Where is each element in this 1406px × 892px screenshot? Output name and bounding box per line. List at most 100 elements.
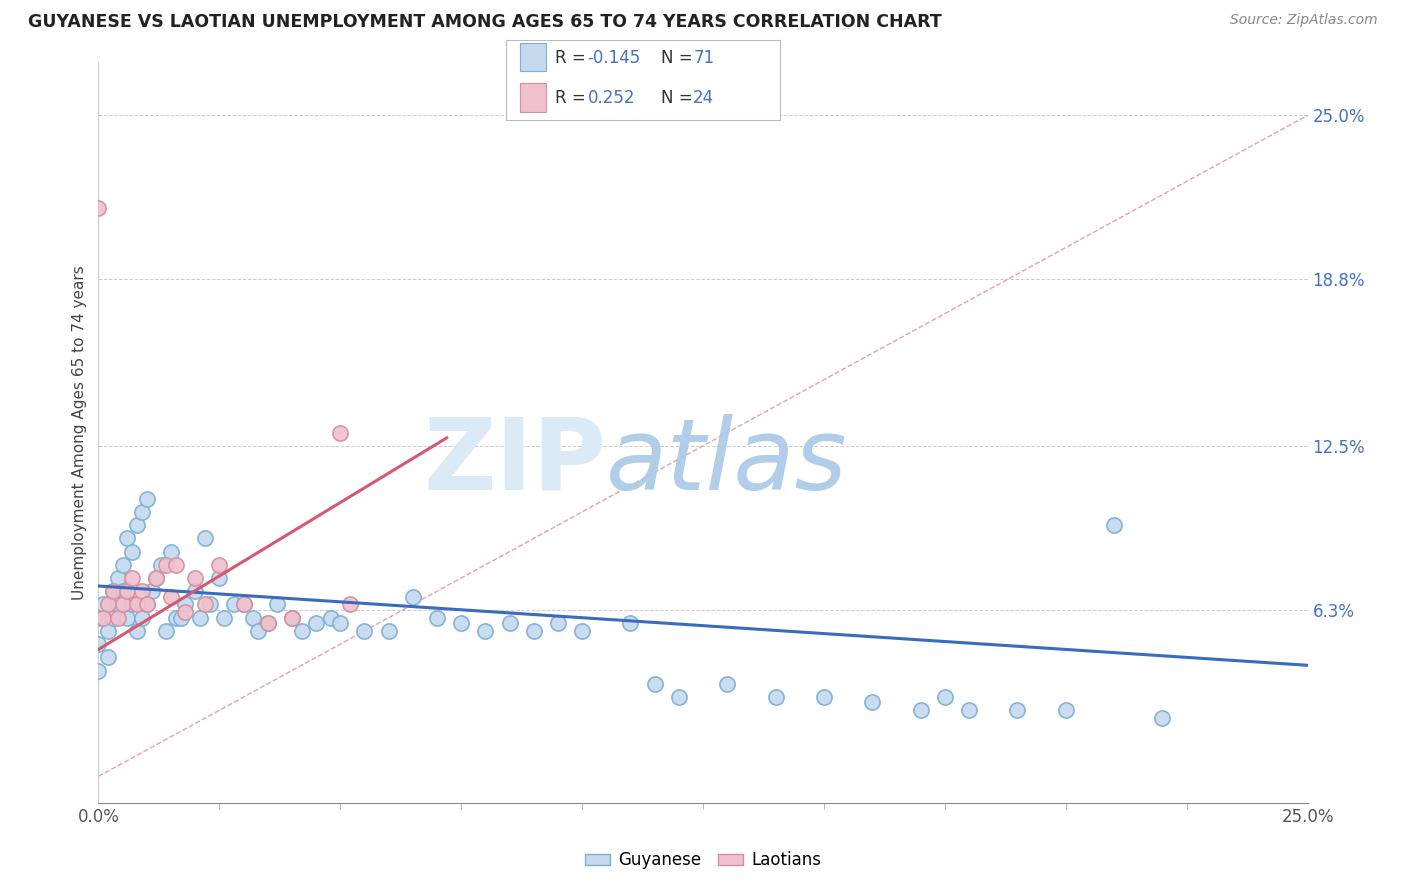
Point [111,558,134,572]
Point [281,611,304,625]
Point [169,611,191,625]
Point [339,598,361,612]
Point [117,611,139,625]
Point [184,571,207,585]
Point [97,650,120,665]
Point [247,624,270,638]
Point [305,615,328,630]
Point [160,590,183,604]
Point [165,611,187,625]
Point [426,611,449,625]
Text: ZIP: ZIP [423,414,606,511]
Point [97,598,120,612]
Text: 71: 71 [693,49,714,67]
Text: 0.252: 0.252 [588,89,636,107]
Text: N =: N = [661,49,697,67]
Point [547,615,569,630]
Point [644,677,666,691]
Text: N =: N = [661,89,697,107]
Point [329,425,352,440]
Point [121,571,143,585]
Point [266,598,288,612]
Y-axis label: Unemployment Among Ages 65 to 74 years: Unemployment Among Ages 65 to 74 years [72,265,87,600]
Point [208,571,231,585]
Point [107,598,129,612]
Text: R =: R = [555,49,592,67]
Point [91,611,114,625]
Point [165,558,187,572]
Point [117,532,139,546]
Point [813,690,835,704]
Point [145,571,167,585]
Point [131,584,153,599]
Point [319,611,342,625]
Point [329,615,352,630]
Point [135,598,157,612]
Point [87,201,110,215]
Point [934,690,956,704]
Text: -0.145: -0.145 [588,49,641,67]
Point [290,624,312,638]
Point [117,584,139,599]
Point [127,598,149,612]
Point [145,571,167,585]
Point [150,558,173,572]
Text: Source: ZipAtlas.com: Source: ZipAtlas.com [1230,13,1378,28]
Point [716,677,738,691]
Point [101,584,124,599]
Point [619,615,641,630]
Point [402,590,425,604]
Point [232,598,254,612]
Point [131,505,153,519]
Point [194,598,217,612]
Text: atlas: atlas [606,414,848,511]
Point [111,584,134,599]
Point [353,624,375,638]
Point [910,703,932,717]
Text: 24: 24 [693,89,714,107]
Point [1054,703,1077,717]
Point [107,571,129,585]
Point [141,584,163,599]
Point [87,637,110,651]
Point [450,615,472,630]
Point [957,703,980,717]
Point [155,558,177,572]
Point [208,558,231,572]
Point [198,598,221,612]
Point [97,624,120,638]
Text: R =: R = [555,89,592,107]
Point [377,624,399,638]
Point [107,611,129,625]
Point [174,606,197,620]
Point [135,598,157,612]
Point [188,611,211,625]
Point [232,598,254,612]
Point [571,624,593,638]
Point [1007,703,1029,717]
Point [91,598,114,612]
Point [474,624,496,638]
Point [127,624,149,638]
Point [135,491,157,506]
Point [256,615,278,630]
Point [87,611,110,625]
Point [281,611,304,625]
Point [242,611,264,625]
Point [222,598,245,612]
Point [184,584,207,599]
Point [765,690,787,704]
Point [155,624,177,638]
Point [121,598,143,612]
Point [498,615,520,630]
Point [1102,518,1125,533]
Point [111,598,134,612]
Point [194,532,217,546]
Point [860,695,883,709]
Point [127,518,149,533]
Point [101,611,124,625]
Point [160,544,183,558]
Point [256,615,278,630]
Point [131,611,153,625]
Point [1152,711,1174,725]
